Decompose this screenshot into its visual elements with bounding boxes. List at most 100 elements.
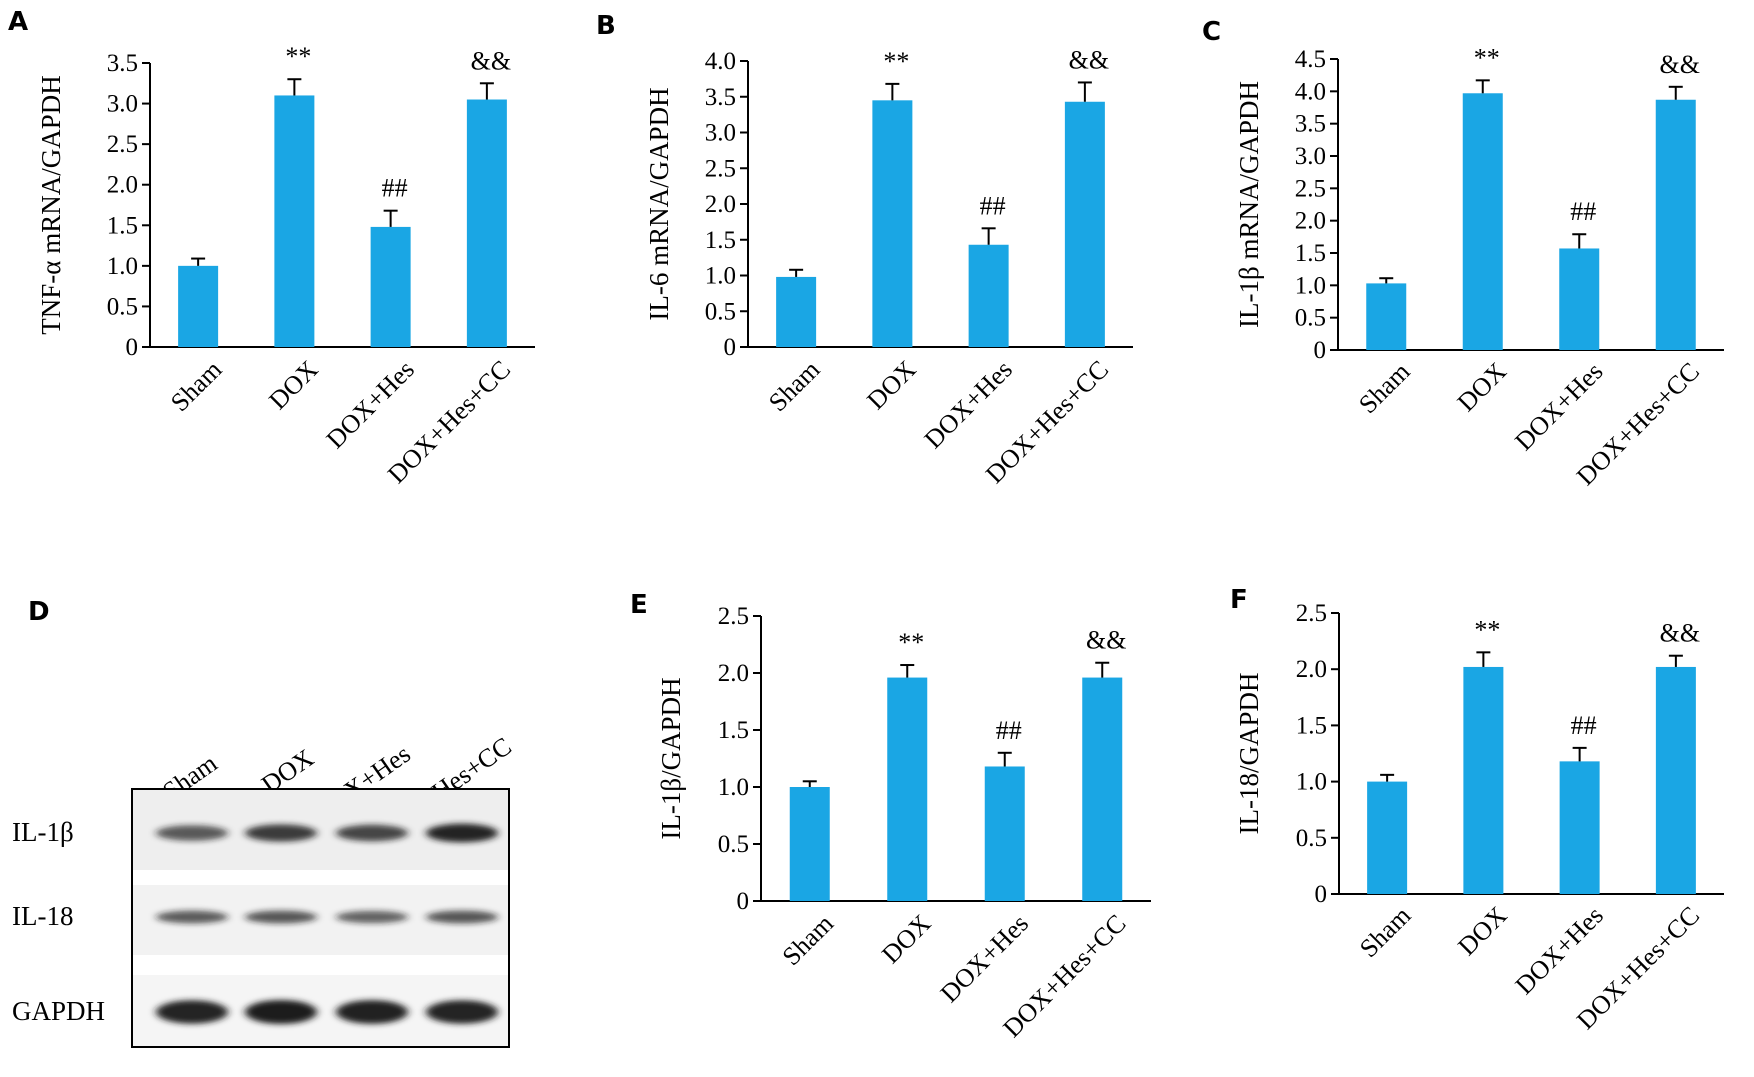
bar-c (1559, 248, 1600, 350)
panel-letter-d: D (28, 597, 50, 627)
chart-il-1beta-protein: 0 0.5 1.0 1.5 2.0 2.5 IL-1β/GAPDH Sham ** DOX ## DO… (656, 603, 1151, 1043)
blot-band (426, 1000, 498, 1024)
category-label-b: DOX (861, 355, 921, 415)
y-tick-label-c: 1.5 (1295, 240, 1326, 267)
bar-a (274, 95, 315, 347)
y-tick-label-e: 2.0 (718, 660, 749, 687)
significance-label-e: && (1086, 626, 1126, 655)
category-label-a: DOX (263, 355, 323, 415)
y-tick-label-a: 2.0 (107, 172, 138, 199)
y-tick-label-c: 2.5 (1295, 175, 1326, 202)
y-tick-label-a: 3.5 (107, 50, 138, 77)
bar-c (1655, 99, 1696, 351)
y-axis-label-f: IL-18/GAPDH (1234, 673, 1264, 835)
bar-f (1463, 666, 1504, 894)
bar-b (1064, 101, 1105, 347)
significance-label-b: && (1069, 45, 1109, 74)
significance-label-f: && (1660, 619, 1700, 648)
significance-label-b: ** (883, 47, 909, 76)
y-tick-label-c: 2.0 (1295, 208, 1326, 235)
y-tick-label-b: 2.0 (705, 191, 736, 218)
blot-row-labels: IL-1β IL-18 GAPDH (12, 817, 105, 1026)
category-label-f: DOX (1452, 901, 1512, 961)
blot-band (245, 910, 317, 924)
y-tick-label-e: 0.5 (718, 831, 749, 858)
bar-b (776, 276, 817, 347)
bar-e (984, 766, 1025, 901)
chart-il-6: 0 0.5 1.0 1.5 2.0 2.5 3.0 3.5 4.0 IL-6 mRNA/GAPDH… (644, 45, 1133, 489)
blot-row-label: GAPDH (12, 996, 105, 1026)
bar-f (1655, 666, 1696, 894)
y-tick-label-f: 1.0 (1296, 769, 1327, 796)
y-tick-label-b: 1.5 (705, 227, 736, 254)
y-tick-label-c: 4.0 (1295, 78, 1326, 105)
y-tick-label-a: 1.5 (107, 212, 138, 239)
bar-a (466, 99, 507, 347)
category-label-c: DOX+Hes (1509, 357, 1608, 456)
y-tick-label-b: 0 (724, 334, 737, 361)
panel-letter-f: F (1230, 585, 1248, 615)
category-label-e: DOX (876, 909, 936, 969)
y-tick-label-e: 0 (737, 888, 750, 915)
blot-row-label: IL-1β (12, 817, 74, 847)
significance-label-c: ## (1570, 197, 1596, 226)
y-tick-label-c: 3.0 (1295, 143, 1326, 170)
blot-band (336, 1000, 408, 1024)
y-tick-label-c: 4.5 (1295, 46, 1326, 73)
y-tick-label-e: 2.5 (718, 603, 749, 630)
bar-b (872, 100, 913, 347)
category-label-a: DOX+Hes (321, 355, 420, 454)
y-tick-label-e: 1.5 (718, 717, 749, 744)
significance-label-c: && (1660, 50, 1700, 79)
category-label-f: DOX+Hes (1510, 901, 1609, 1000)
y-tick-label-b: 2.5 (705, 155, 736, 182)
y-tick-label-a: 0.5 (107, 293, 138, 320)
blot-band (336, 824, 408, 842)
blot-band (245, 1000, 317, 1024)
chart-tnf-alpha: 0 0.5 1.0 1.5 2.0 2.5 3.0 3.5 TNF-α mRNA/GAPDH Sh… (36, 42, 535, 489)
y-axis-label-c: IL-1β mRNA/GAPDH (1234, 81, 1264, 328)
y-tick-label-c: 3.5 (1295, 111, 1326, 138)
panel-letter-e: E (630, 590, 648, 620)
y-tick-label-b: 0.5 (705, 298, 736, 325)
significance-label-a: && (471, 46, 511, 75)
category-label-c: DOX (1452, 357, 1512, 417)
y-axis-label-e: IL-1β/GAPDH (656, 677, 686, 839)
bar-c (1462, 93, 1503, 351)
y-tick-label-a: 2.5 (107, 131, 138, 158)
category-label-b: DOX+Hes (919, 355, 1018, 454)
category-label-e: Sham (777, 909, 839, 971)
category-label-f: Sham (1354, 901, 1416, 963)
blot-bands (156, 823, 498, 1024)
significance-label-f: ## (1571, 711, 1597, 740)
panel-letter-c: C (1202, 17, 1221, 47)
y-tick-label-f: 0.5 (1296, 825, 1327, 852)
bar-f (1559, 761, 1600, 894)
y-tick-label-c: 0.5 (1295, 305, 1326, 332)
y-tick-label-c: 1.0 (1295, 272, 1326, 299)
bar-e (789, 787, 830, 901)
bar-c (1366, 283, 1407, 350)
bar-e (887, 677, 928, 901)
y-tick-label-f: 2.5 (1296, 600, 1327, 627)
y-tick-label-b: 3.5 (705, 84, 736, 111)
blot-row-label: IL-18 (12, 901, 73, 931)
y-tick-label-f: 1.5 (1296, 712, 1327, 739)
bar-a (178, 265, 219, 347)
significance-label-e: ## (996, 716, 1022, 745)
y-tick-label-a: 1.0 (107, 253, 138, 280)
chart-il-1beta-mrna: 0 0.5 1.0 1.5 2.0 2.5 3.0 3.5 4.0 4.5 IL-1β mRNA/G… (1234, 43, 1724, 491)
y-axis-label-b: IL-6 mRNA/GAPDH (644, 87, 674, 320)
y-tick-label-a: 3.0 (107, 91, 138, 118)
blot-band (156, 825, 228, 841)
category-label-b: Sham (763, 355, 825, 417)
category-label-a: Sham (165, 355, 227, 417)
y-axis-label-a: TNF-α mRNA/GAPDH (36, 75, 66, 334)
y-tick-label-e: 1.0 (718, 774, 749, 801)
bar-b (968, 244, 1009, 347)
category-label-e: DOX+Hes (935, 909, 1034, 1008)
y-tick-label-f: 2.0 (1296, 656, 1327, 683)
blot-band (336, 910, 408, 924)
blot-band (156, 910, 228, 924)
